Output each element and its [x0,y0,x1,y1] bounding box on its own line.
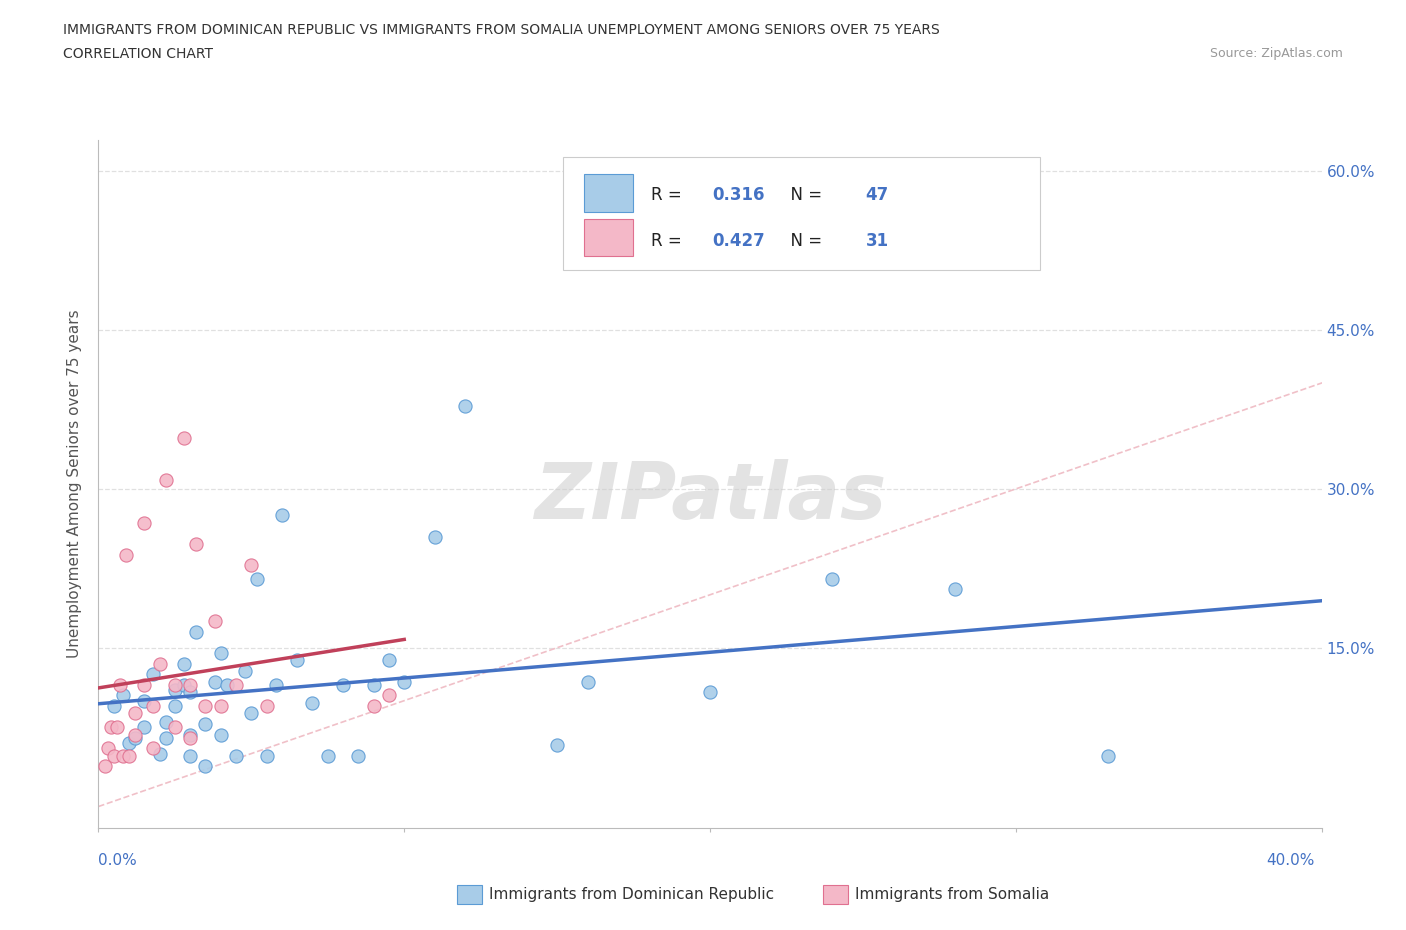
Point [142,741,165,756]
Point [124,730,146,745]
Point [100,720,122,735]
Point [194,716,217,731]
Bar [583,174,633,212]
Point [179,730,201,745]
Text: 0.427: 0.427 [713,232,765,249]
Point [240,706,263,721]
Text: ZIPatlas: ZIPatlas [534,459,886,536]
Point [111,688,134,703]
Text: Immigrants from Dominican Republic: Immigrants from Dominican Republic [489,887,775,902]
Point [378,653,401,668]
Text: N =: N = [780,186,827,204]
Point [215,677,238,692]
Point [347,749,370,764]
Point [699,684,721,699]
Point [204,614,226,629]
Point [179,749,201,764]
Point [134,515,156,530]
Text: N =: N = [780,232,827,249]
Point [163,677,186,692]
Point [134,720,156,735]
Point [179,684,201,699]
Point [149,746,172,761]
Point [155,473,177,488]
FancyBboxPatch shape [564,157,1040,271]
Point [118,736,141,751]
Text: Source: ZipAtlas.com: Source: ZipAtlas.com [1209,46,1343,60]
Point [155,714,177,729]
Point [225,749,247,764]
Point [142,698,165,713]
Point [194,759,217,774]
Point [301,696,323,711]
Point [576,674,599,689]
Y-axis label: Unemployment Among Seniors over 75 years: Unemployment Among Seniors over 75 years [67,310,83,658]
Point [124,727,146,742]
Text: 40.0%: 40.0% [1267,853,1315,868]
Point [378,688,401,703]
Point [285,653,308,668]
Point [142,667,165,682]
Text: 31: 31 [865,232,889,249]
Text: Immigrants from Somalia: Immigrants from Somalia [855,887,1049,902]
Text: 0.0%: 0.0% [98,853,138,868]
Point [134,693,156,708]
Point [316,749,339,764]
Point [186,537,208,551]
Point [173,431,195,445]
Point [1097,749,1119,764]
Point [392,674,416,689]
Text: IMMIGRANTS FROM DOMINICAN REPUBLIC VS IMMIGRANTS FROM SOMALIA UNEMPLOYMENT AMONG: IMMIGRANTS FROM DOMINICAN REPUBLIC VS IM… [63,23,941,37]
Point [93,759,115,774]
Point [179,727,201,742]
Point [270,508,292,523]
Point [204,674,226,689]
Point [821,571,844,586]
Point [124,706,146,721]
Point [105,720,128,735]
Point [103,698,125,713]
Point [97,741,120,756]
Point [118,749,141,764]
Point [194,698,217,713]
Point [163,720,186,735]
Point [173,677,195,692]
Point [256,749,278,764]
Point [103,749,125,764]
Point [163,698,186,713]
Text: 47: 47 [865,186,889,204]
Point [546,737,568,752]
Point [179,677,201,692]
Point [943,582,966,597]
Text: 0.316: 0.316 [713,186,765,204]
Point [209,727,232,742]
Point [332,677,354,692]
Point [155,730,177,745]
Point [225,677,247,692]
Text: CORRELATION CHART: CORRELATION CHART [63,46,214,60]
Bar [583,219,633,257]
Point [149,657,172,671]
Point [363,677,385,692]
Point [264,677,287,692]
Point [256,698,278,713]
Text: R =: R = [651,232,688,249]
Point [134,677,156,692]
Point [108,677,131,692]
Point [233,664,256,679]
Point [240,558,263,573]
Point [363,698,385,713]
Point [246,571,269,586]
Point [423,529,446,544]
Point [186,624,208,639]
Point [115,547,138,562]
Point [173,657,195,671]
Point [454,399,477,414]
Point [209,698,232,713]
Point [209,645,232,660]
Text: R =: R = [651,186,688,204]
Point [111,749,134,764]
Point [163,683,186,698]
